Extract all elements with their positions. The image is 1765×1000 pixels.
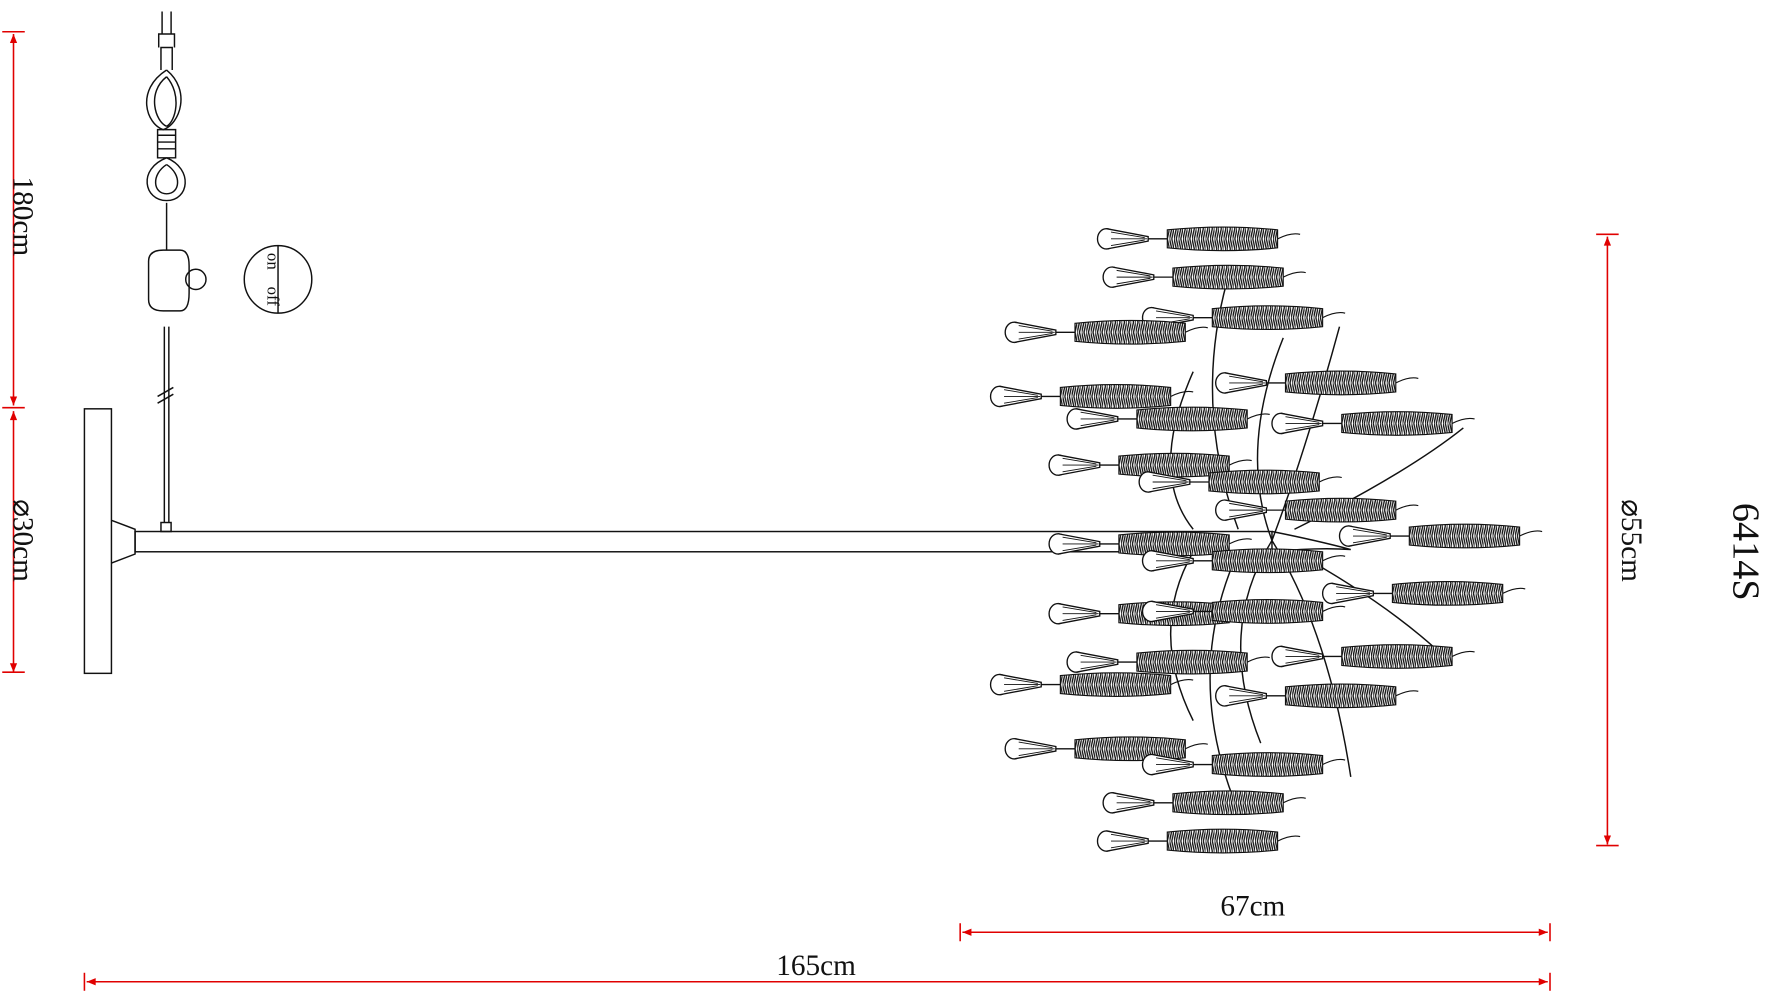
switch-on: on <box>263 253 282 270</box>
switch-off: off <box>263 287 282 307</box>
base-diameter: ⌀30cm <box>7 499 39 582</box>
cord-length: 180cm <box>7 177 39 257</box>
total-length: 165cm <box>776 950 856 982</box>
shade-width: 67cm <box>1220 890 1285 922</box>
shade-diameter: ⌀55cm <box>1615 499 1647 582</box>
dimension-lines <box>2 30 1619 991</box>
shade-leaves <box>989 226 1543 854</box>
model-number: 6414S <box>1725 503 1765 601</box>
